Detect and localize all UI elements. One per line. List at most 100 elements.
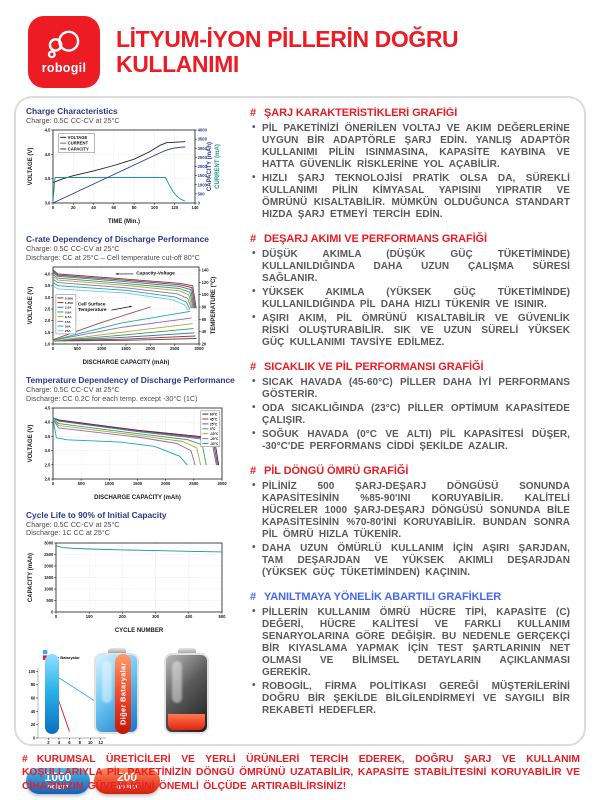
bullet-item: PİLİNİZ 500 ŞARJ-DEŞARJ DÖNGÜSÜ SONUNDA … (250, 480, 570, 541)
svg-text:2.9A: 2.9A (65, 306, 72, 310)
svg-text:300: 300 (152, 614, 160, 619)
svg-text:100: 100 (86, 614, 94, 619)
section-heading: PİL DÖNGÜ ÖMRÜ GRAFİĞİ (264, 465, 409, 478)
svg-text:60°C: 60°C (210, 413, 218, 417)
text-column: # ŞARJ KARAKTERİSTİKLERİ GRAFİĞİ PİL PAKET… (244, 107, 576, 738)
svg-text:80: 80 (202, 305, 207, 310)
svg-text:2500: 2500 (189, 481, 199, 486)
chart-charge-characteristics: Charge Characteristics Charge: 0.5C CC-CV… (26, 106, 240, 230)
section-3: # SICAKLIK VE PİL PERFORMANSI GRAFİĞİ SICA… (250, 361, 570, 453)
chart-subtitle: Charge: 0.5C CC-CV at 25°C (26, 519, 120, 529)
chart-title: Cycle Life to 90% of Initial Capacity (26, 510, 167, 521)
header: robogil LİTYUM-İYON PİLLERİN DOĞRU KULLA… (28, 16, 459, 88)
chart-cycle-life: Cycle Life to 90% of Initial Capacity Cha… (26, 511, 240, 639)
svg-text:0: 0 (55, 614, 58, 619)
svg-text:500: 500 (74, 346, 82, 351)
chart-title: Charge Characteristics (26, 106, 118, 116)
svg-text:3.5: 3.5 (45, 176, 51, 181)
badge-200-dolum: 200 dolum (94, 768, 160, 795)
svg-text:VOLTAGE (V): VOLTAGE (V) (28, 425, 34, 463)
battery-cap (107, 648, 126, 655)
svg-text:3000: 3000 (217, 481, 227, 486)
svg-text:2500: 2500 (198, 155, 208, 160)
svg-text:500: 500 (198, 192, 206, 197)
svg-text:DISCHARGE CAPACITY (mAh): DISCHARGE CAPACITY (mAh) (94, 495, 181, 501)
section-1: # ŞARJ KARAKTERİSTİKLERİ GRAFİĞİ PİL PAKET… (250, 107, 570, 221)
svg-text:2.0: 2.0 (45, 477, 51, 482)
section-hash: # (250, 591, 257, 604)
svg-text:2000: 2000 (146, 346, 156, 351)
svg-text:2500: 2500 (170, 346, 180, 351)
svg-text:Temperature: Temperature (78, 307, 107, 313)
svg-text:500: 500 (78, 481, 86, 486)
svg-text:1000: 1000 (44, 587, 54, 592)
svg-text:500: 500 (219, 614, 227, 619)
svg-text:3000: 3000 (198, 146, 208, 151)
bullet-item: SOĞUK HAVADA (0°C VE ALTI) PİL KAPASİTES… (250, 428, 570, 453)
bullet-item: HIZLI ŞARJ TEKNOLOJİSİ PRATİK OLSA DA, S… (250, 172, 570, 221)
footer-note: # KURUMSAL ÜRETİCİLERİ VE YERLİ ÜRÜNLERİ … (22, 753, 580, 793)
section-hash: # (250, 107, 257, 119)
section-5: # YANILTMAYA YÖNELİK ABARTILI GRAFİKLER Pİ… (250, 591, 570, 717)
svg-text:2.0: 2.0 (45, 318, 51, 323)
svg-text:CURRENT: CURRENT (68, 141, 89, 146)
svg-text:100: 100 (151, 205, 159, 210)
svg-text:3.0: 3.0 (45, 295, 51, 300)
svg-text:Capacity-Voltage: Capacity-Voltage (136, 271, 175, 277)
section-hash: # (250, 233, 257, 246)
svg-text:20: 20 (202, 342, 207, 347)
svg-text:1.45A: 1.45A (65, 301, 74, 305)
svg-text:60: 60 (202, 317, 207, 322)
footer-text: KURUMSAL ÜRETİCİLERİ VE YERLİ ÜRÜNLERİ T… (22, 754, 580, 792)
page-title: LİTYUM-İYON PİLLERİN DOĞRU KULLANIMI (116, 26, 459, 78)
bullet-item: SICAK HAVADA (45-60°C) PİLLER DAHA İYİ P… (250, 376, 570, 401)
svg-text:VOLTAGE: VOLTAGE (68, 135, 88, 140)
svg-text:0°C: 0°C (210, 427, 216, 431)
section-heading: SICAKLIK VE PİL PERFORMANSI GRAFİĞİ (264, 361, 484, 374)
svg-text:1500: 1500 (121, 346, 131, 351)
svg-text:100: 100 (202, 292, 210, 297)
svg-text:140: 140 (202, 268, 210, 273)
bullet-item: YÜKSEK AKIMLA (YÜKSEK GÜÇ TÜKETİMİNDE) K… (250, 286, 570, 311)
other-batteries-label: Diğer Bataryalar (118, 662, 128, 726)
chart-charge-characteristics-svg: 0 20 40 60 80 100 120 140 TIME (Min.) 3.0 3.5 4.0 4.… (28, 128, 221, 225)
svg-text:1000: 1000 (97, 346, 107, 351)
svg-text:Cell Surface: Cell Surface (78, 302, 106, 308)
cycle-comparison-mini-chart: 2 4 6 8 10 12 0 20 40 60 80 100 Diğer Bataryalar (26, 648, 106, 755)
svg-text:0: 0 (51, 610, 54, 615)
chart-temperature-discharge: Temperature Dependency of Discharge Perf… (26, 376, 240, 506)
svg-text:CAPACITY: CAPACITY (68, 147, 89, 152)
section-4: # PİL DÖNGÜ ÖMRÜ GRAFİĞİ PİLİNİZ 500 ŞARJ-… (250, 465, 570, 579)
section-heading: YANILTMAYA YÖNELİK ABARTILI GRAFİKLER (264, 591, 502, 604)
svg-text:1000: 1000 (198, 183, 208, 188)
svg-text:20: 20 (31, 722, 36, 727)
svg-text:2.5: 2.5 (45, 307, 51, 312)
svg-text:-20°C: -20°C (210, 437, 219, 441)
chart-c-rate-discharge-svg: 0 500 1000 1500 2000 2500 3000 DISCHARGE CAPACI… (28, 266, 217, 366)
svg-text:0.58A: 0.58A (65, 297, 74, 301)
svg-text:2.5: 2.5 (45, 462, 51, 467)
svg-text:25°C: 25°C (210, 422, 218, 426)
svg-text:1500: 1500 (44, 575, 54, 580)
svg-text:4.5: 4.5 (45, 406, 51, 411)
svg-text:4.0: 4.0 (45, 152, 51, 157)
charts-column: Charge Characteristics Charge: 0.5C CC-CV… (26, 106, 240, 795)
svg-text:120: 120 (202, 280, 210, 285)
svg-text:100: 100 (28, 669, 36, 674)
chart-cycle-life-svg: 0 100 200 300 400 500 CYCLE NUMBER 0 500 1000 1500… (28, 541, 227, 634)
svg-text:3000: 3000 (44, 541, 54, 546)
badge-1000-dolum: 1000 dolum (26, 768, 90, 795)
svg-text:80: 80 (132, 205, 137, 210)
chart-temperature-discharge-svg: 0 500 1000 1500 2000 2500 3000 DISCHARGE CAPACI… (28, 406, 227, 501)
svg-text:3.5: 3.5 (45, 283, 51, 288)
svg-text:0: 0 (52, 481, 55, 486)
bullet-item: ODA SICAKLIĞINDA (23°C) PİLLER OPTİMUM K… (250, 402, 570, 427)
svg-text:-10°C: -10°C (210, 432, 219, 436)
svg-text:DISCHARGE CAPACITY (mAh): DISCHARGE CAPACITY (mAh) (83, 360, 170, 366)
footer-hash: # (22, 754, 28, 765)
svg-text:TEMPERATURE (°C): TEMPERATURE (°C) (211, 277, 217, 335)
other-capsule: Diğer Bataryalar (115, 654, 131, 735)
svg-text:3000: 3000 (194, 346, 204, 351)
chart-subtitle: Charge: 0.5C CC-CV at 25°C (26, 243, 120, 253)
